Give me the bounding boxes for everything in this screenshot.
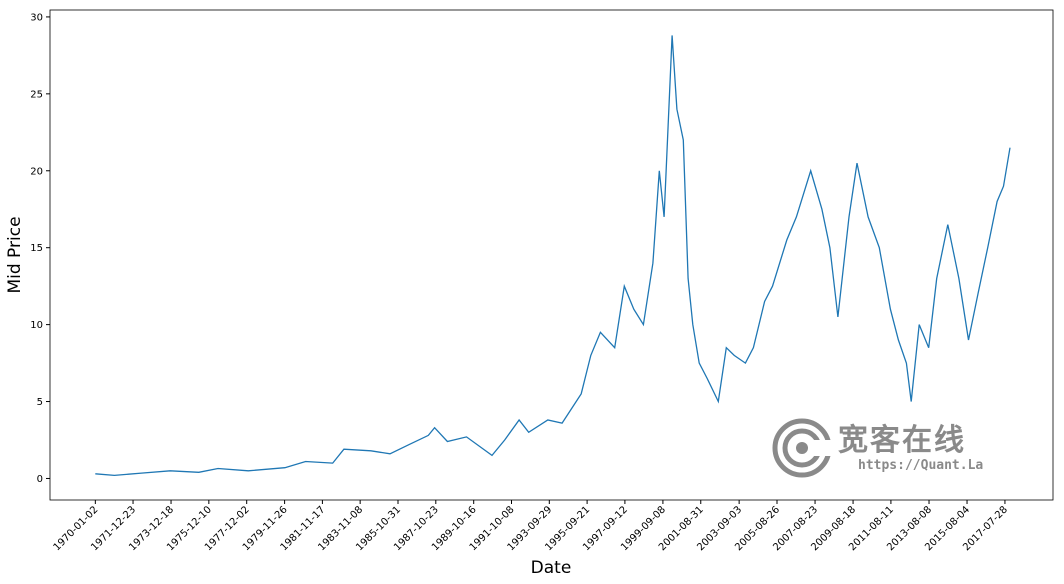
price-line (95, 35, 1011, 477)
watermark: 宽客在线 https://Quant.La (772, 418, 983, 478)
y-tick-label: 25 (30, 89, 43, 100)
plot-frame (49, 9, 1054, 501)
logo-gap (802, 440, 832, 456)
y-tick-label: 30 (30, 12, 43, 23)
x-axis-title: Date (531, 558, 572, 578)
y-tick-label: 0 (37, 474, 43, 485)
y-tick-label: 5 (37, 397, 43, 408)
logo-dot (796, 442, 808, 454)
y-axis-title: Mid Price (5, 216, 25, 293)
y-tick-label: 20 (30, 166, 43, 177)
watermark-name: 宽客在线 (838, 423, 966, 458)
y-tick-label: 10 (30, 320, 43, 331)
y-tick-label: 15 (30, 243, 43, 254)
watermark-url: https://Quant.La (858, 458, 983, 473)
